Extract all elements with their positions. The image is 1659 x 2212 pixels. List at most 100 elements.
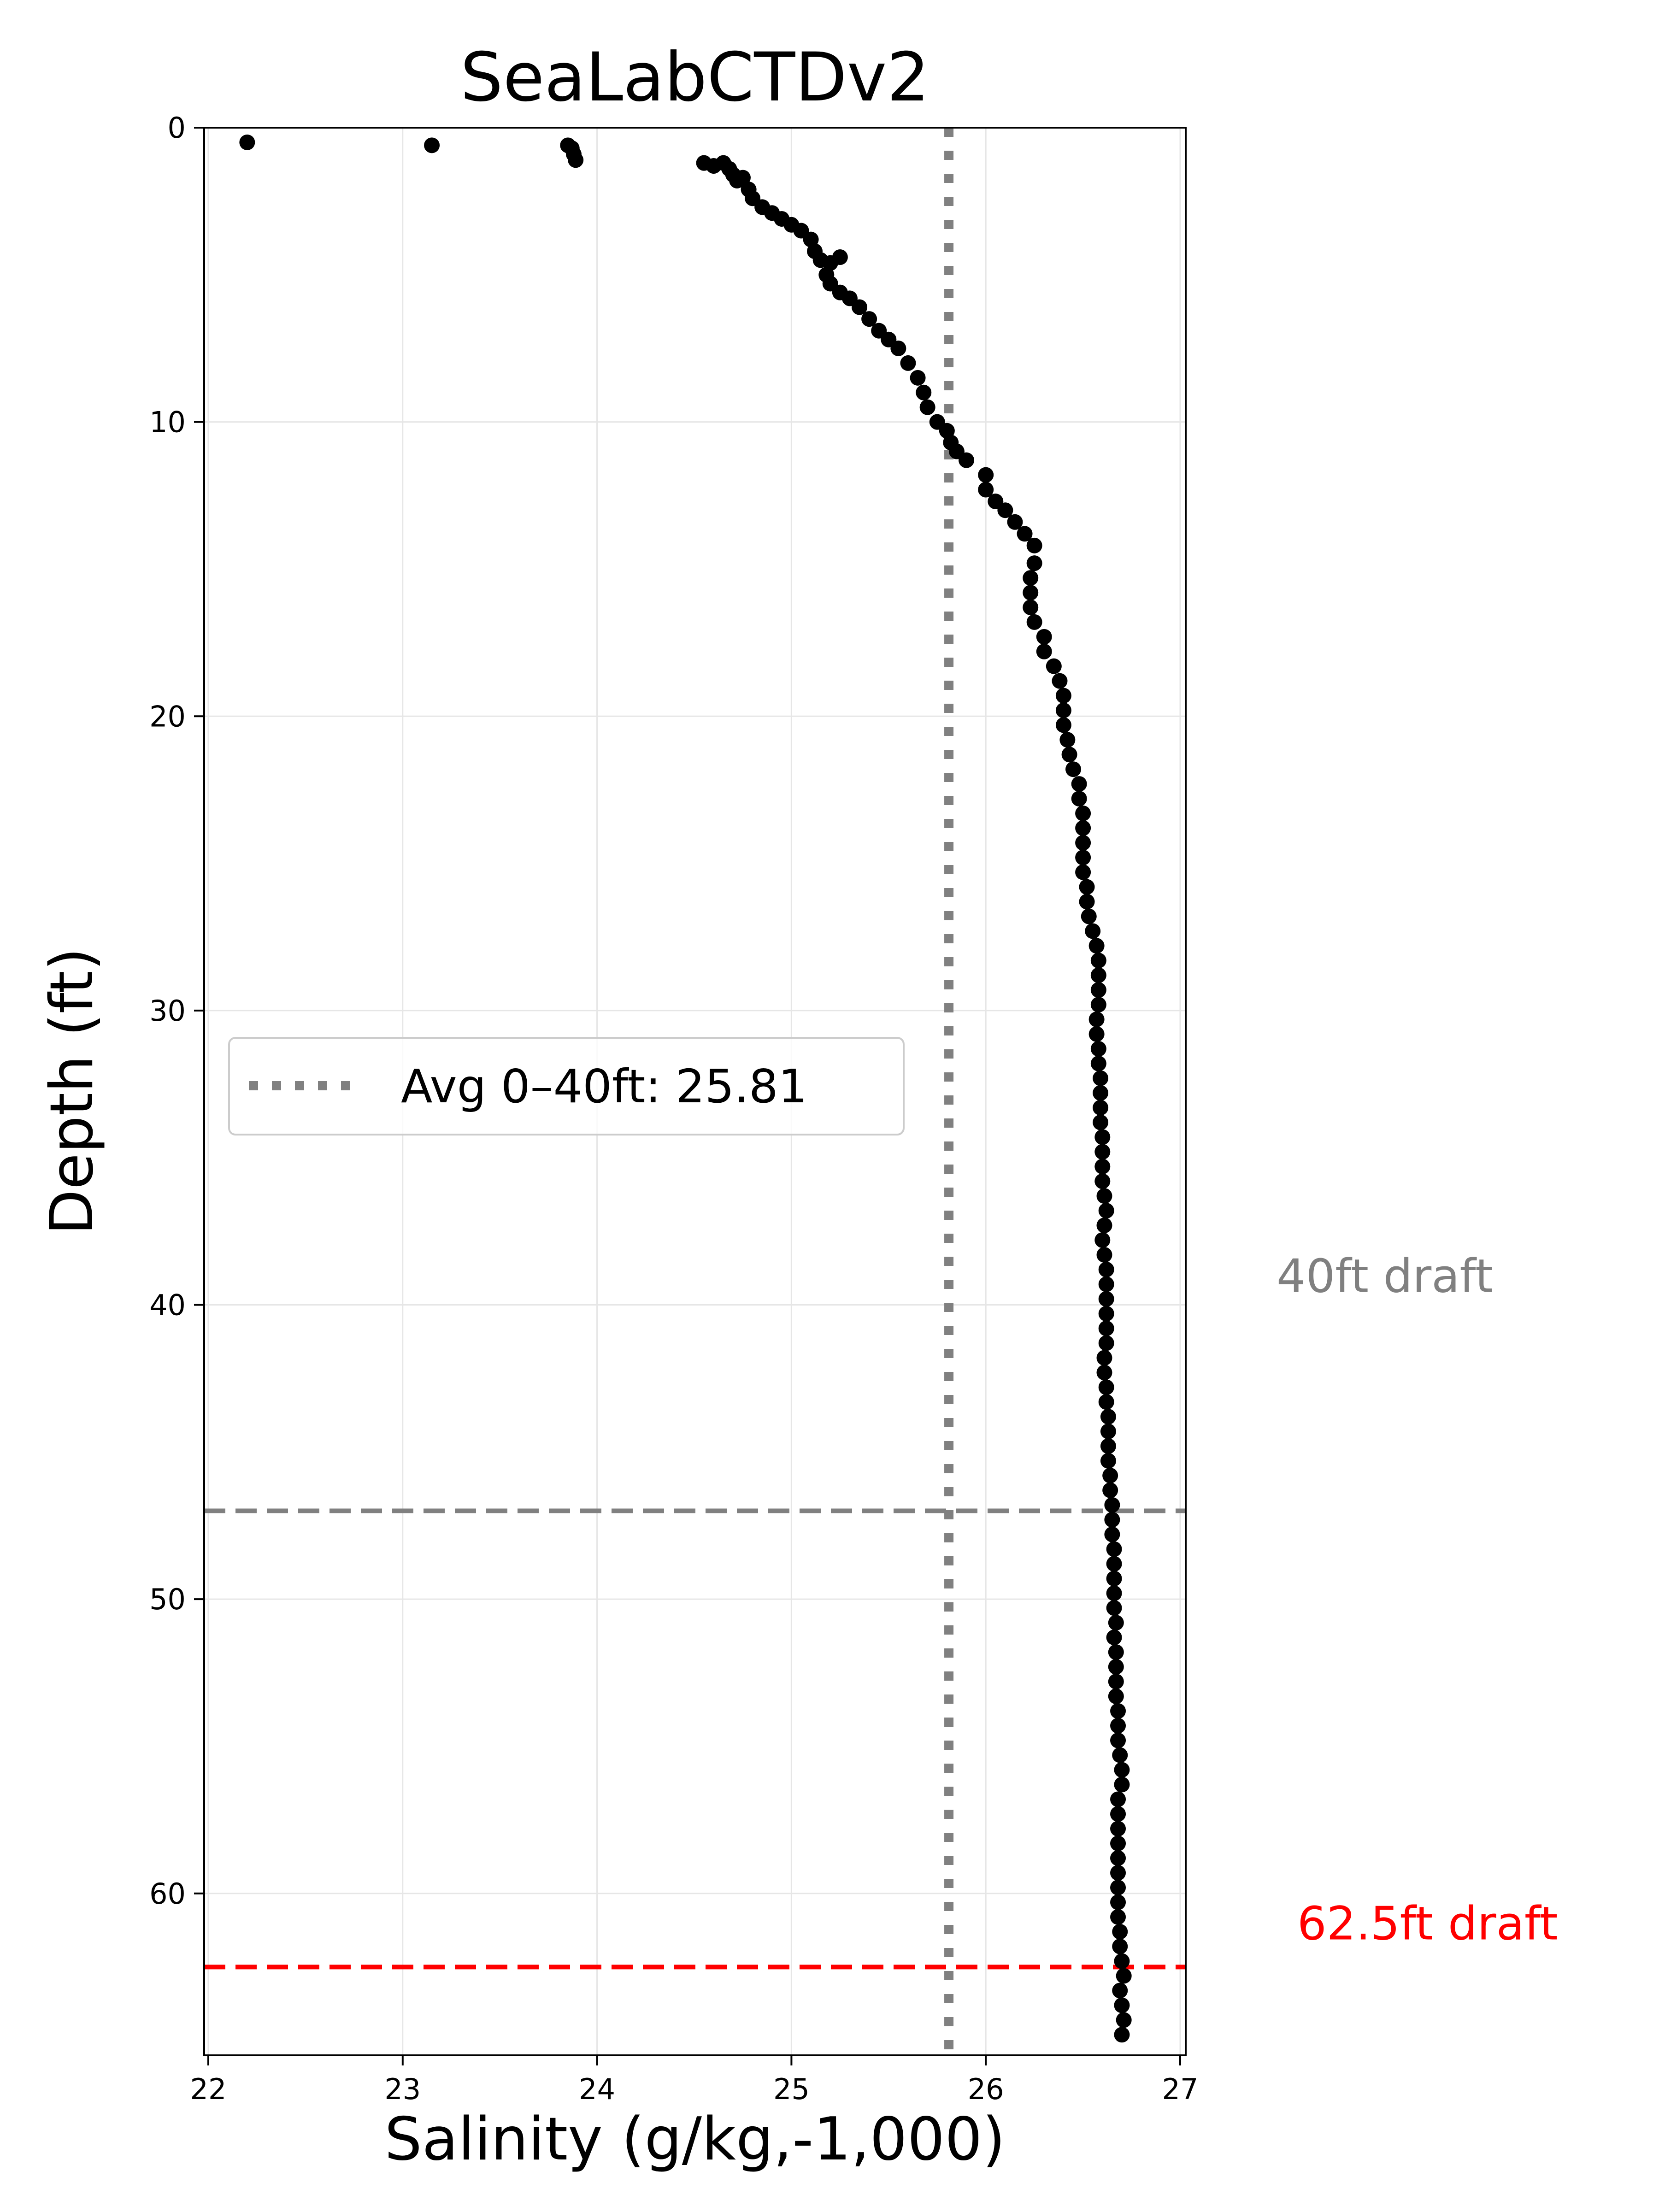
data-point [1106,1585,1122,1601]
data-point [916,384,932,400]
data-point [1100,1438,1116,1454]
y-tick-label: 20 [149,700,186,733]
data-point [568,152,584,168]
chart-title: SeaLabCTDv2 [460,38,930,117]
data-point [1094,1159,1111,1175]
legend: Avg 0–40ft: 25.81 [228,1037,905,1135]
data-point [239,134,255,150]
data-point [910,370,926,386]
data-point [1023,570,1039,586]
data-point [1096,1247,1112,1263]
draft-line-layer: 40ft draft 62.5ft draft [204,1249,1558,1970]
data-point [1110,1894,1126,1910]
y-axis-label: Depth (ft) [38,947,106,1235]
data-point [1055,717,1071,733]
data-point [1052,673,1068,689]
data-point [1090,997,1106,1013]
data-point [1026,537,1042,553]
legend-box [228,1037,905,1135]
data-point [1116,1968,1132,1984]
data-point [1106,1556,1122,1572]
data-point [1098,1320,1114,1336]
x-axis-label: Salinity (g/kg,-1,000) [384,2105,1005,2174]
data-point [1098,1379,1114,1395]
data-point [1112,1747,1128,1763]
data-point [900,355,916,371]
data-point [1108,1673,1124,1689]
data-point [1090,967,1106,983]
data-point [1110,1791,1126,1807]
data-point [1110,1909,1126,1925]
legend-entry-avg: Avg 0–40ft: 25.81 [401,1059,807,1113]
data-points [239,134,1132,2043]
data-point [1081,908,1097,924]
x-tick-label: 27 [1162,2072,1199,2106]
data-point [1110,1835,1126,1852]
plot-frame [203,127,1187,2056]
data-point [1102,1467,1118,1483]
data-point [424,137,440,153]
data-point [1114,2027,1130,2043]
data-point [1093,1114,1109,1130]
y-tick-label: 50 [149,1583,186,1616]
data-point [1096,1365,1112,1381]
data-point [1075,835,1091,851]
data-point [1090,1055,1106,1071]
data-point [852,299,868,315]
data-point [919,399,935,415]
data-point [1112,1983,1128,1999]
data-point [1090,1041,1106,1057]
data-point [1098,1261,1114,1277]
data-point [803,231,819,247]
data-point [1017,526,1033,542]
data-point [1093,1070,1109,1086]
data-point [1098,1335,1114,1351]
data-point [1108,1659,1124,1675]
data-point [1110,1850,1126,1866]
data-point [1096,1218,1112,1234]
data-point [978,467,994,483]
data-point [1098,1203,1114,1219]
data-point [959,452,975,468]
x-tick-label: 24 [579,2072,615,2106]
data-point [1046,658,1062,674]
y-tick-label: 0 [168,111,186,145]
data-point [1100,1453,1116,1469]
y-tick-label: 60 [149,1877,186,1911]
data-point [1106,1630,1122,1646]
data-point [1110,1821,1126,1837]
data-point [1098,1394,1114,1410]
data-point [1108,1688,1124,1704]
data-point [1090,953,1106,969]
data-point [1023,585,1039,601]
x-tick-label: 26 [968,2072,1004,2106]
data-point [1071,791,1087,807]
data-point [1098,1306,1114,1322]
y-tick-label: 30 [149,994,186,1028]
y-tick-label: 40 [149,1288,186,1322]
data-point [1104,1497,1120,1513]
data-point [1088,938,1105,954]
data-point [1093,1085,1109,1101]
data-point [1114,1997,1130,2013]
data-point [997,502,1013,518]
data-point [1106,1600,1122,1616]
data-point [1110,1718,1126,1734]
data-point [1100,1424,1116,1440]
data-point [1112,1938,1128,1954]
data-point [939,423,955,439]
data-point [1075,805,1091,821]
data-point [1079,894,1095,910]
data-point [832,249,848,265]
data-point [1026,614,1042,630]
data-point [1096,1350,1112,1366]
draft-label: 62.5ft draft [1297,1897,1558,1951]
data-point [1110,1732,1126,1748]
data-point [1104,1512,1120,1528]
data-point [1075,820,1091,836]
data-point [1102,1482,1118,1498]
draft-label: 40ft draft [1277,1249,1493,1303]
data-point [1090,982,1106,998]
data-point [1094,1232,1111,1248]
